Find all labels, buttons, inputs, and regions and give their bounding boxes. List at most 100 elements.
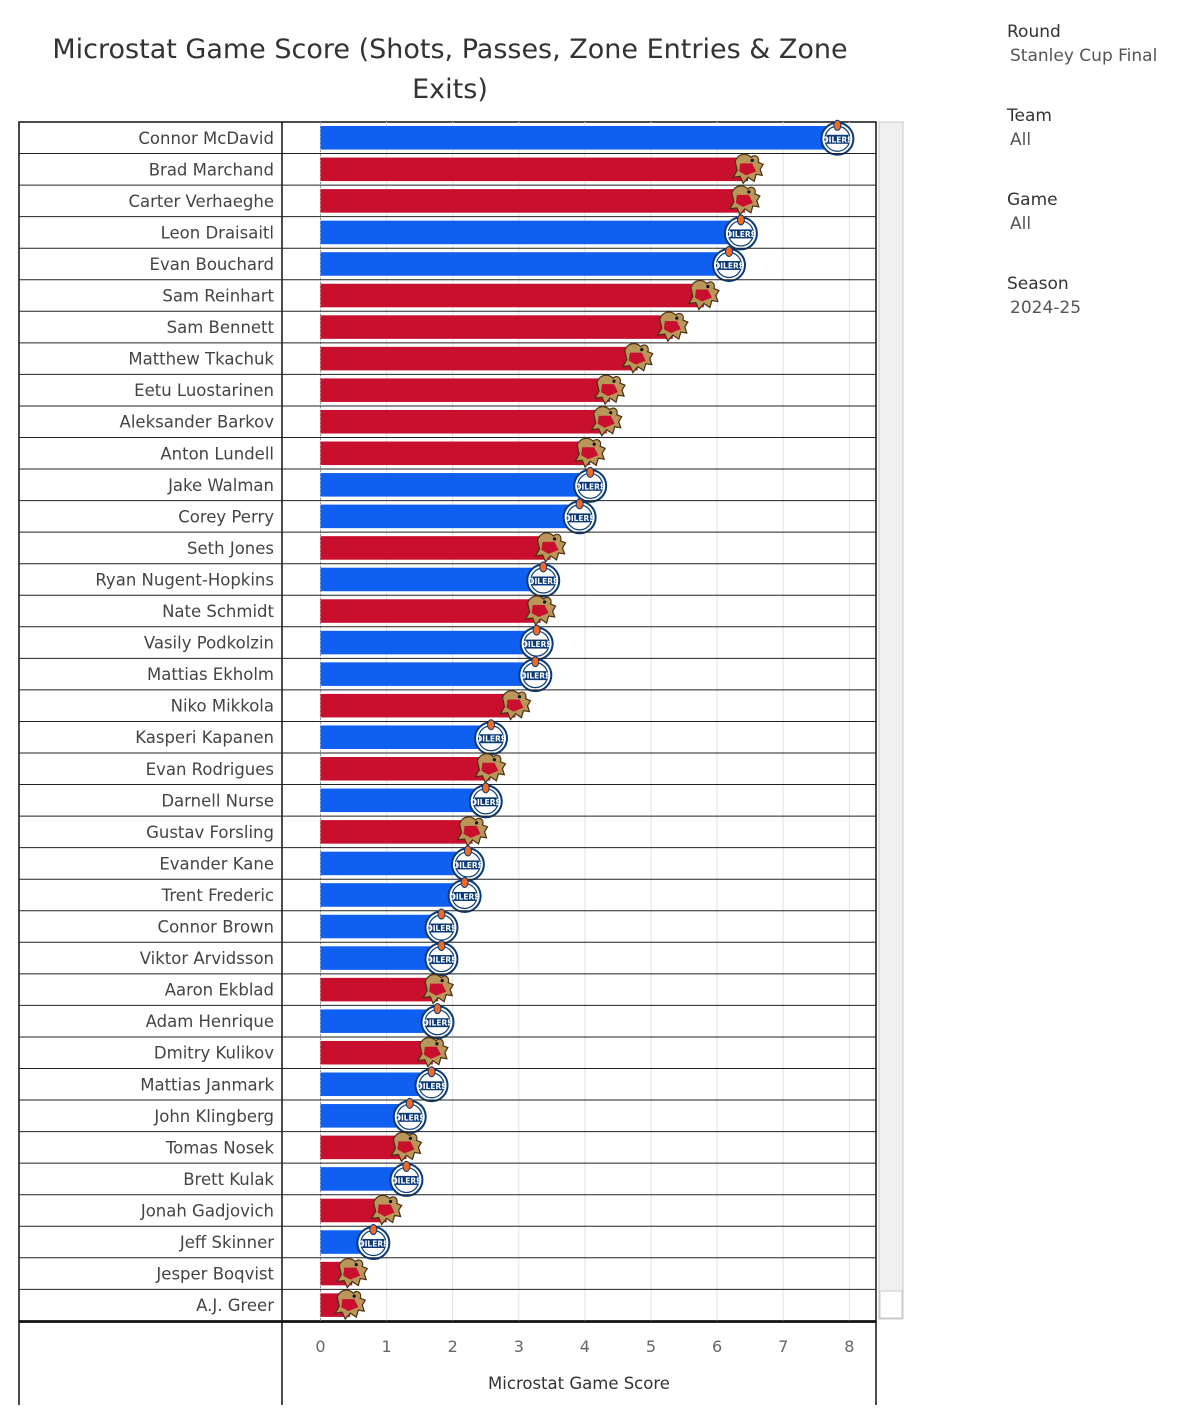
scrollbar-track[interactable] [878,121,904,1320]
scrollbar-thumb[interactable] [879,1290,903,1319]
filter-game-value[interactable]: All [1010,214,1032,234]
bar[interactable] [320,1040,433,1065]
logo-drop [402,1160,411,1172]
bar[interactable] [320,946,442,970]
panthers-logo-icon [456,816,489,848]
player-label: Niko Mikkola [171,697,274,716]
bar[interactable] [320,1135,407,1160]
bar[interactable] [320,315,673,339]
logo-mouth [341,1299,359,1312]
filter-season[interactable]: Season 2024-25 [1007,274,1192,358]
bar[interactable] [320,630,537,655]
logo-band [717,260,740,270]
logo-band [430,955,453,965]
bar[interactable] [320,157,749,182]
bar[interactable] [320,662,536,686]
table-row: Corey Perry OILERS [19,498,876,535]
table-row: Aleksander Barkov [19,406,876,438]
bar[interactable] [320,914,442,939]
logo-band [430,923,453,933]
filter-team[interactable]: Team All [1007,106,1192,190]
filter-game[interactable]: Game All [1007,190,1192,274]
bar[interactable] [320,283,704,308]
filter-round[interactable]: Round Stanley Cup Final [1007,22,1192,106]
logo-text: OILERS [822,135,852,144]
logo-mouth [397,1141,415,1154]
player-label: Brett Kulak [183,1170,274,1189]
logo-drop [405,1097,414,1109]
logo-text: OILERS [528,577,558,586]
chart-title: Microstat Game Score (Shots, Passes, Zon… [52,34,848,105]
table-row: Leon Draisaitl OILERS [19,214,876,251]
table-row: Trent Frederic OILERS [19,876,876,913]
logo-mouth [531,605,549,618]
player-label: Jesper Boqvist [155,1265,274,1284]
player-label: Sam Bennett [167,318,275,337]
bar[interactable] [320,567,544,592]
bar[interactable] [320,220,741,245]
logo-eye [609,411,613,415]
bar[interactable] [320,1009,438,1033]
logo-drop [463,845,472,857]
player-label: Dmitry Kulikov [154,1044,274,1063]
bar[interactable] [320,851,468,876]
oilers-logo-icon: OILERS [420,1003,455,1040]
filter-round-value[interactable]: Stanley Cup Final [1010,46,1158,66]
filter-team-value[interactable]: All [1010,130,1032,150]
logo-mouth [628,352,646,365]
logo-band [524,671,547,681]
logo-mouth [429,983,447,996]
bar[interactable] [320,252,729,276]
bar[interactable] [320,693,516,718]
bar[interactable] [320,346,638,371]
bar[interactable] [320,378,611,402]
filter-season-value[interactable]: 2024-25 [1010,298,1082,318]
table-row: John Klingberg OILERS [19,1097,876,1134]
bar[interactable] [320,504,580,529]
player-label: Trent Frederic [161,886,274,905]
table-row: Jonah Gadjovich [19,1194,876,1227]
bar[interactable] [320,757,491,781]
player-label: Jake Walman [167,476,274,495]
bar[interactable] [320,820,473,844]
table-row: Sam Reinhart [19,279,876,312]
oilers-logo-icon: OILERS [450,845,485,882]
bar[interactable] [320,883,465,907]
logo-mouth [377,1204,395,1217]
bar[interactable] [320,126,838,150]
bar[interactable] [320,536,551,560]
logo-drop [586,466,595,478]
panthers-logo-icon [621,342,654,374]
player-label: Mattias Janmark [140,1075,274,1094]
player-label: Eetu Luostarinen [134,381,274,400]
logo-text: OILERS [426,956,456,965]
bar[interactable] [320,599,541,623]
bar[interactable] [320,1198,387,1223]
x-tick-label: 0 [315,1337,325,1356]
bar[interactable] [320,725,492,749]
logo-eye [352,1294,356,1298]
bar[interactable] [320,473,591,497]
bar[interactable] [320,1167,407,1191]
logo-eye [408,1136,413,1140]
bar[interactable] [320,1104,410,1128]
logo-text: OILERS [522,640,552,649]
panthers-logo-icon [687,279,720,311]
logo-band [362,1239,385,1249]
bar[interactable] [320,441,591,466]
player-label: Connor McDavid [138,129,274,148]
bar[interactable] [320,788,486,813]
bar[interactable] [320,409,607,434]
oilers-logo-icon: OILERS [356,1224,391,1261]
x-tick-label: 2 [448,1337,458,1356]
player-label: Matthew Tkachuk [128,350,274,369]
bar[interactable] [320,189,745,213]
player-label: Carter Verhaeghe [128,192,274,211]
logo-band [398,1112,421,1122]
logo-drop [736,214,745,226]
player-label: Vasily Podkolzin [144,634,274,653]
bar[interactable] [320,1072,432,1097]
x-tick-label: 6 [712,1337,722,1356]
bar-rows: Connor McDavid OILERS Brad Marchand Carter … [19,119,876,1322]
bar[interactable] [320,977,439,1002]
